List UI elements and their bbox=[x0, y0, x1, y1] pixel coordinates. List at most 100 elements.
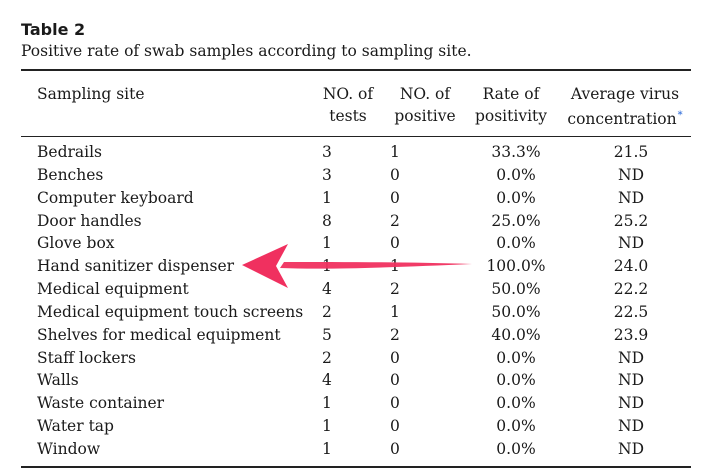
header-sampling-site: Sampling site bbox=[37, 85, 145, 103]
cell-rate: 40.0% bbox=[491, 325, 541, 344]
cell-virus: ND bbox=[618, 417, 644, 436]
cell-site: Window bbox=[37, 439, 101, 458]
table-row: Hand sanitizer dispenser 1 1 100.0% 24.0 bbox=[0, 255, 718, 278]
cell-virus: 25.2 bbox=[613, 211, 649, 230]
cell-virus: 23.9 bbox=[613, 325, 649, 344]
cell-positive: 0 bbox=[390, 234, 400, 253]
cell-tests: 1 bbox=[322, 257, 332, 276]
cell-tests: 2 bbox=[322, 302, 332, 321]
cell-virus: 22.2 bbox=[613, 280, 649, 299]
cell-positive: 0 bbox=[390, 348, 400, 367]
cell-site: Water tap bbox=[37, 417, 114, 436]
cell-site: Shelves for medical equipment bbox=[37, 325, 281, 344]
cell-site: Medical equipment touch screens bbox=[37, 302, 304, 321]
table-row: Benches 3 0 0.0% ND bbox=[0, 164, 718, 187]
cell-rate: 0.0% bbox=[496, 417, 536, 436]
header-rate-line1: Rate of bbox=[482, 85, 540, 103]
cell-tests: 4 bbox=[322, 371, 332, 390]
cell-site: Glove box bbox=[37, 234, 115, 253]
cell-rate: 33.3% bbox=[491, 143, 541, 161]
table-row: Medical equipment touch screens 2 1 50.0% 22… bbox=[0, 301, 718, 324]
table-row: Door handles 8 2 25.0% 25.2 bbox=[0, 210, 718, 233]
header-no-of-tests: NO. of tests bbox=[312, 83, 384, 127]
cell-virus: ND bbox=[618, 394, 644, 413]
table-row: Glove box 1 0 0.0% ND bbox=[0, 232, 718, 255]
header-virus-line2: concentration* bbox=[558, 105, 692, 130]
header-average-virus-concentration: Average virus concentration* bbox=[558, 83, 692, 130]
cell-site: Hand sanitizer dispenser bbox=[37, 257, 235, 276]
table-top-rule bbox=[21, 69, 691, 71]
cell-tests: 8 bbox=[322, 211, 332, 230]
table-row: Walls 4 0 0.0% ND bbox=[0, 369, 718, 392]
cell-tests: 5 bbox=[322, 325, 332, 344]
cell-tests: 1 bbox=[322, 417, 332, 436]
cell-virus: ND bbox=[618, 439, 644, 458]
cell-tests: 1 bbox=[322, 394, 332, 413]
cell-site: Staff lockers bbox=[37, 348, 136, 367]
cell-positive: 2 bbox=[390, 325, 400, 344]
table-row: Bedrails 3 1 33.3% 21.5 bbox=[0, 141, 718, 164]
header-no-of-tests-line1: NO. of bbox=[322, 85, 374, 103]
header-rate-of-positivity: Rate of positivity bbox=[466, 83, 556, 127]
cell-rate: 0.0% bbox=[496, 165, 536, 184]
table-header-rule bbox=[21, 136, 691, 137]
cell-rate: 25.0% bbox=[491, 211, 541, 230]
cell-site: Walls bbox=[37, 371, 79, 390]
cell-virus: 22.5 bbox=[613, 302, 649, 321]
table-row: Computer keyboard 1 0 0.0% ND bbox=[0, 187, 718, 210]
cell-positive: 2 bbox=[390, 280, 400, 299]
cell-tests: 4 bbox=[322, 280, 332, 299]
table-row: Shelves for medical equipment 5 2 40.0% 23.9 bbox=[0, 324, 718, 347]
cell-tests: 1 bbox=[322, 188, 332, 207]
cell-positive: 1 bbox=[390, 257, 400, 276]
cell-site: Benches bbox=[37, 165, 104, 184]
cell-positive: 0 bbox=[390, 417, 400, 436]
header-no-of-positive-line2: positive bbox=[394, 107, 456, 125]
cell-virus: ND bbox=[618, 188, 644, 207]
cell-positive: 0 bbox=[390, 165, 400, 184]
header-virus-line1: Average virus bbox=[570, 85, 680, 103]
table-title: Positive rate of swab samples according … bbox=[21, 42, 472, 60]
header-no-of-positive-line1: NO. of bbox=[399, 85, 451, 103]
cell-positive: 1 bbox=[390, 302, 400, 321]
cell-site: Waste container bbox=[37, 394, 165, 413]
cell-positive: 1 bbox=[390, 143, 400, 161]
cell-rate: 0.0% bbox=[496, 394, 536, 413]
cell-tests: 3 bbox=[322, 143, 332, 161]
cell-virus: ND bbox=[618, 234, 644, 253]
cell-rate: 0.0% bbox=[496, 234, 536, 253]
table-row: Waste container 1 0 0.0% ND bbox=[0, 392, 718, 415]
table-bottom-rule bbox=[21, 466, 691, 468]
cell-site: Computer keyboard bbox=[37, 188, 194, 207]
cell-tests: 1 bbox=[322, 234, 332, 253]
cell-rate: 100.0% bbox=[486, 257, 546, 276]
table-body: Bedrails 3 1 33.3% 21.5 Benches 3 0 0.0% ND Comput… bbox=[0, 141, 718, 461]
cell-positive: 0 bbox=[390, 371, 400, 390]
cell-site: Door handles bbox=[37, 211, 142, 230]
cell-virus: ND bbox=[618, 348, 644, 367]
header-no-of-positive: NO. of positive bbox=[384, 83, 466, 127]
cell-virus: ND bbox=[618, 371, 644, 390]
cell-tests: 3 bbox=[322, 165, 332, 184]
cell-rate: 0.0% bbox=[496, 348, 536, 367]
cell-tests: 2 bbox=[322, 348, 332, 367]
header-no-of-tests-line2: tests bbox=[329, 107, 367, 125]
cell-rate: 0.0% bbox=[496, 439, 536, 458]
cell-positive: 0 bbox=[390, 188, 400, 207]
cell-virus: 21.5 bbox=[613, 143, 649, 161]
cell-rate: 50.0% bbox=[491, 280, 541, 299]
cell-rate: 0.0% bbox=[496, 188, 536, 207]
table-row: Water tap 1 0 0.0% ND bbox=[0, 415, 718, 438]
table-row: Medical equipment 4 2 50.0% 22.2 bbox=[0, 278, 718, 301]
cell-positive: 2 bbox=[390, 211, 400, 230]
cell-virus: ND bbox=[618, 165, 644, 184]
table-row: Window 1 0 0.0% ND bbox=[0, 438, 718, 461]
table-label: Table 2 bbox=[21, 20, 86, 39]
header-virus-line2-text: concentration bbox=[567, 110, 677, 128]
cell-positive: 0 bbox=[390, 394, 400, 413]
cell-site: Medical equipment bbox=[37, 280, 189, 299]
header-rate-line2: positivity bbox=[474, 107, 548, 125]
footnote-marker[interactable]: * bbox=[677, 110, 683, 121]
cell-tests: 1 bbox=[322, 439, 332, 458]
cell-rate: 50.0% bbox=[491, 302, 541, 321]
